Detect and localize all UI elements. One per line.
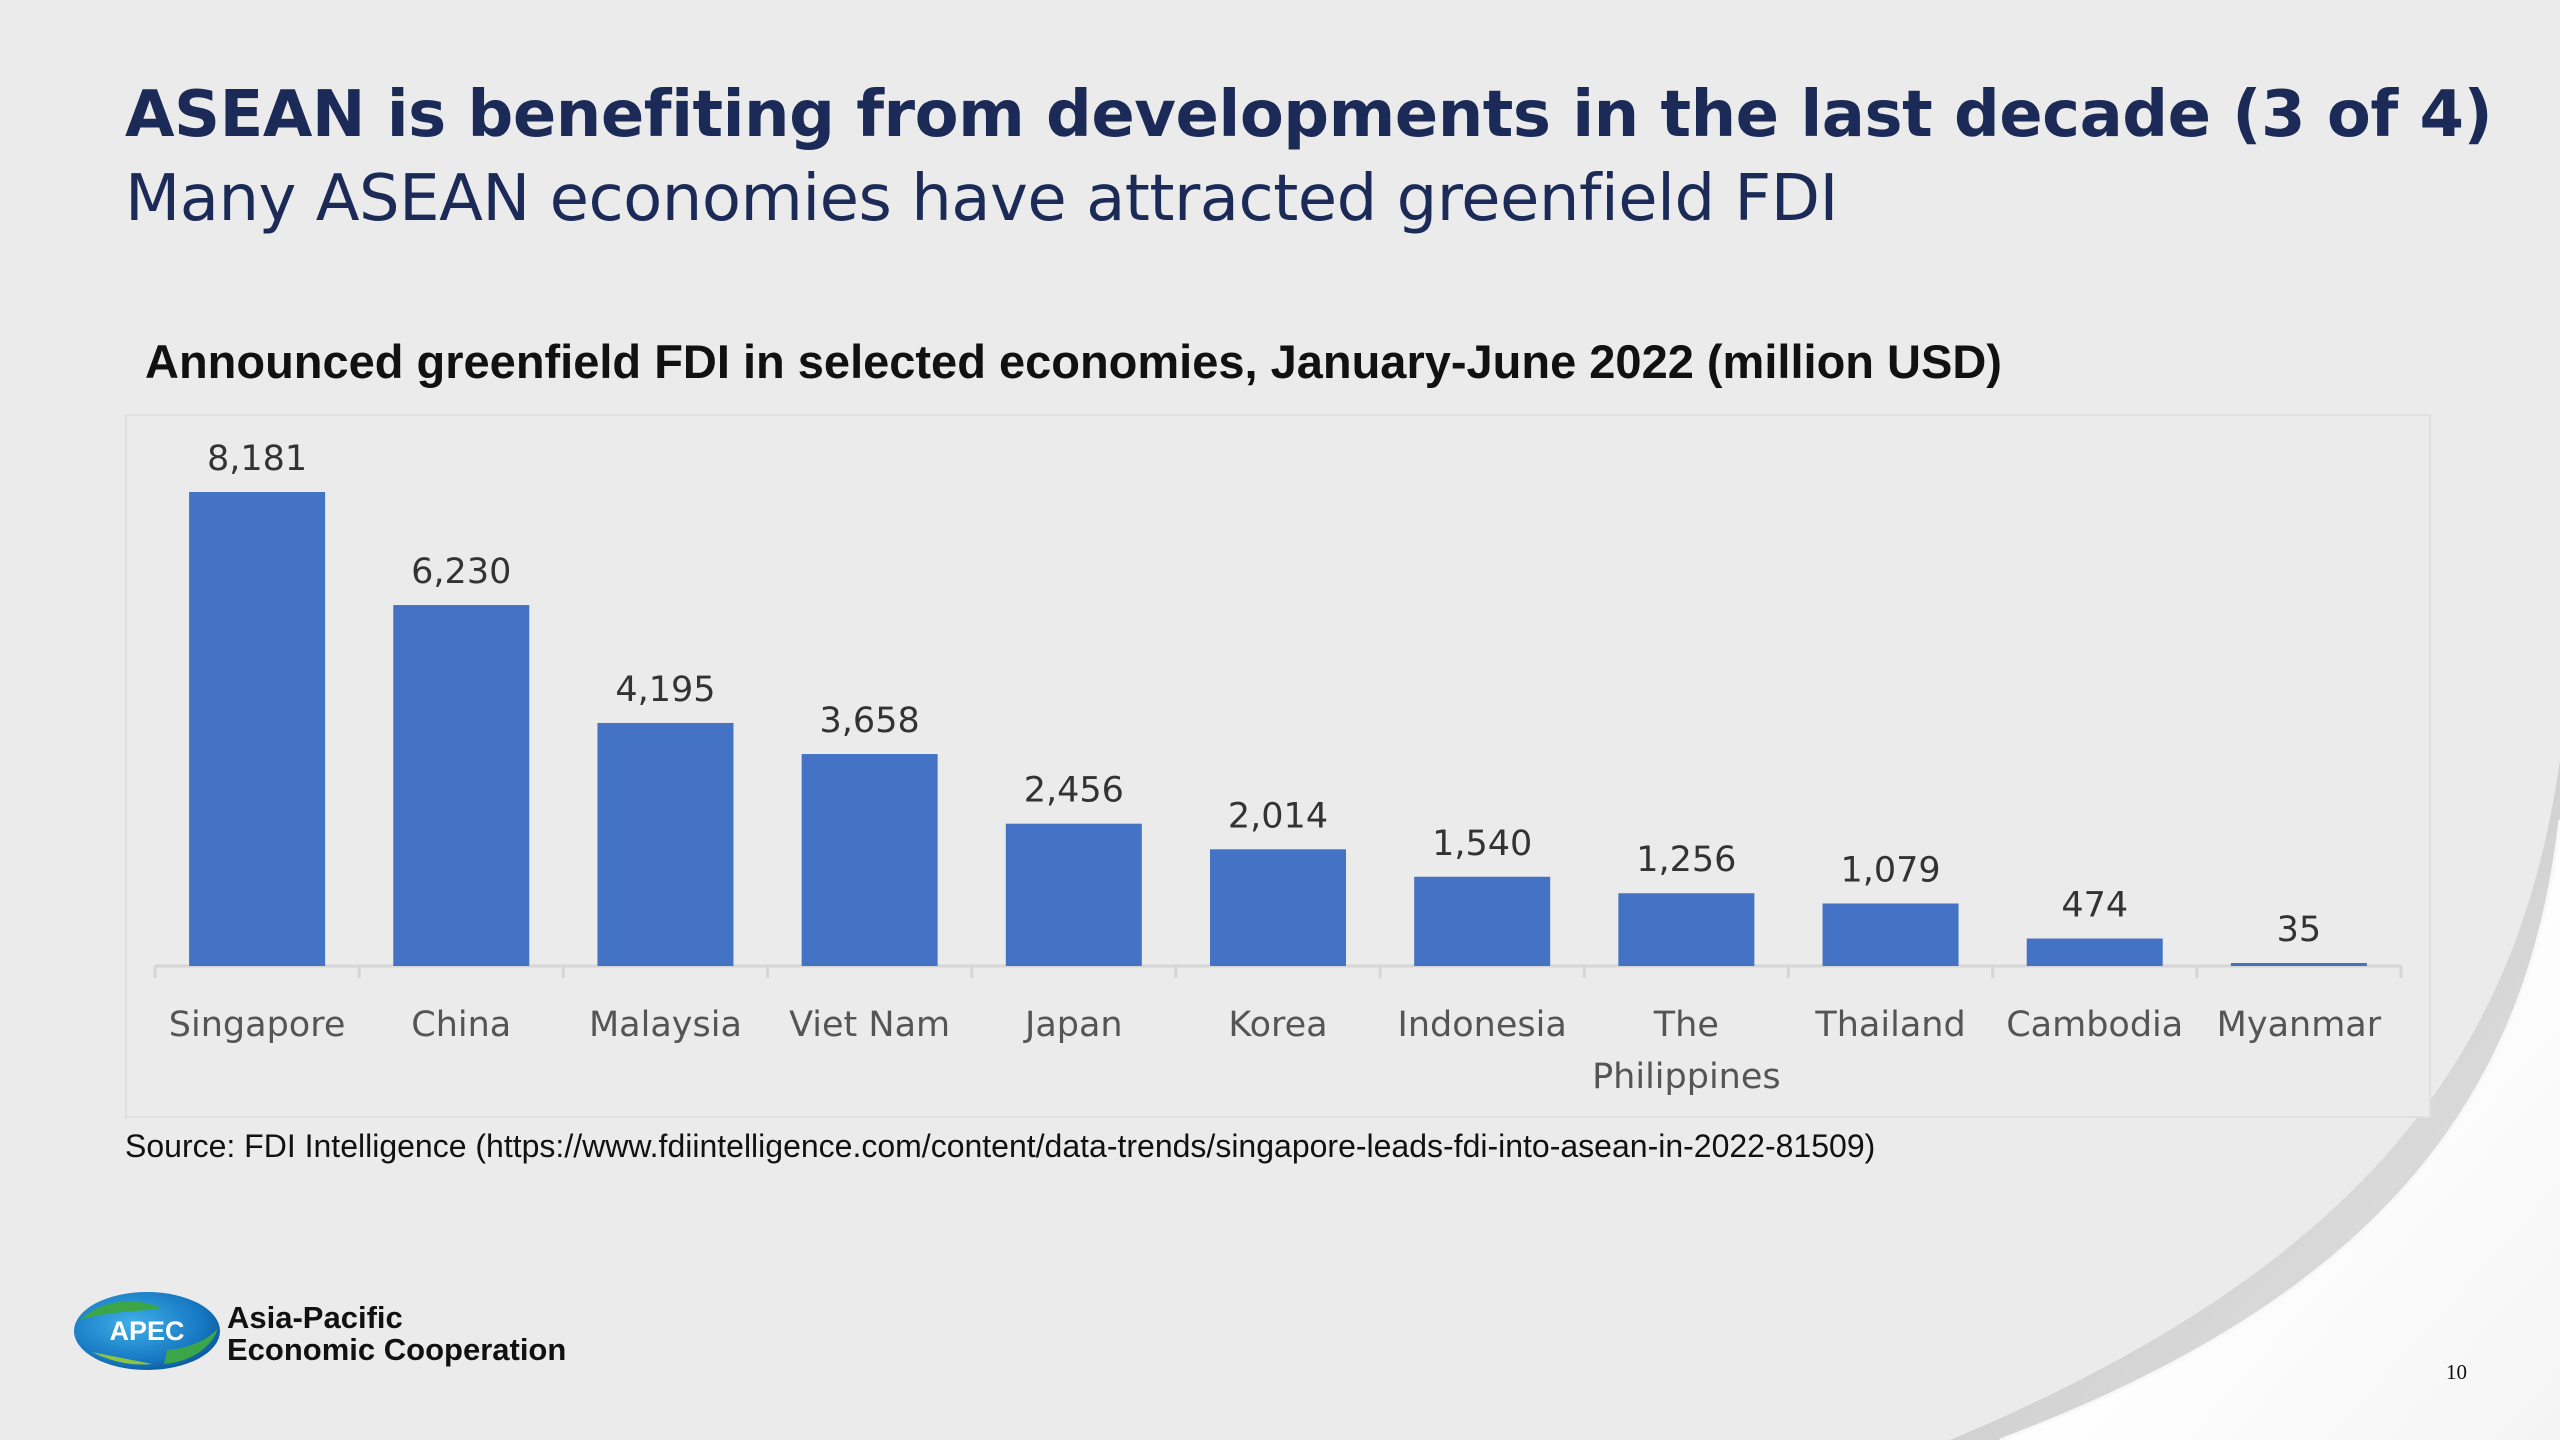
data-label: 3,658 bbox=[820, 701, 920, 741]
category-label: Cambodia bbox=[2006, 1005, 2183, 1045]
bar bbox=[801, 754, 938, 966]
bar-chart: 8,181 Singapore 6,230 China 4,195 Malaysia 3,6… bbox=[153, 439, 2403, 1097]
category-label: Indonesia bbox=[1398, 1005, 1567, 1045]
bar bbox=[1822, 903, 1959, 966]
chart-title: Announced greenfield FDI in selected eco… bbox=[145, 335, 2002, 388]
bar bbox=[2026, 938, 2163, 966]
source-note: Source: FDI Intelligence (https://www.fd… bbox=[125, 1128, 1876, 1164]
data-label: 1,079 bbox=[1840, 850, 1940, 890]
category-label: Viet Nam bbox=[789, 1005, 950, 1045]
category-label: Japan bbox=[1023, 1005, 1123, 1045]
data-label: 2,456 bbox=[1024, 771, 1124, 811]
slide-subtitle: Many ASEAN economies have attracted gree… bbox=[125, 162, 1838, 236]
category-label: The Philippines bbox=[1592, 1005, 1781, 1097]
bar bbox=[189, 492, 326, 966]
data-label: 474 bbox=[2061, 886, 2128, 926]
category-label: Singapore bbox=[169, 1005, 346, 1045]
bar bbox=[1005, 823, 1142, 966]
data-label: 1,540 bbox=[1432, 824, 1532, 864]
page-number: 10 bbox=[2446, 1360, 2467, 1384]
logo-wordmark: Asia-Pacific Economic Cooperation bbox=[227, 1302, 566, 1366]
data-label: 4,195 bbox=[615, 670, 715, 710]
bar bbox=[1210, 849, 1346, 966]
category-label: Malaysia bbox=[589, 1005, 742, 1045]
category-label: Thailand bbox=[1814, 1005, 1965, 1045]
bar bbox=[1618, 893, 1755, 966]
bar bbox=[1414, 876, 1551, 966]
slide-title: ASEAN is benefiting from developments in… bbox=[125, 78, 2493, 152]
category-label: China bbox=[411, 1005, 511, 1045]
data-label: 6,230 bbox=[411, 552, 511, 592]
bar bbox=[2230, 963, 2367, 966]
logo-line-2: Economic Cooperation bbox=[227, 1332, 567, 1367]
data-label: 35 bbox=[2277, 910, 2322, 950]
apec-logo-icon: APEC bbox=[74, 1292, 220, 1370]
logo-mark-text: APEC bbox=[109, 1316, 184, 1346]
data-label: 2,014 bbox=[1228, 796, 1328, 836]
data-label: 1,256 bbox=[1636, 840, 1736, 880]
data-label: 8,181 bbox=[207, 439, 307, 479]
category-label: Korea bbox=[1228, 1005, 1327, 1045]
logo-line-1: Asia-Pacific bbox=[227, 1300, 403, 1335]
category-label: Myanmar bbox=[2217, 1005, 2382, 1045]
bar bbox=[393, 605, 530, 966]
bar bbox=[597, 722, 734, 966]
